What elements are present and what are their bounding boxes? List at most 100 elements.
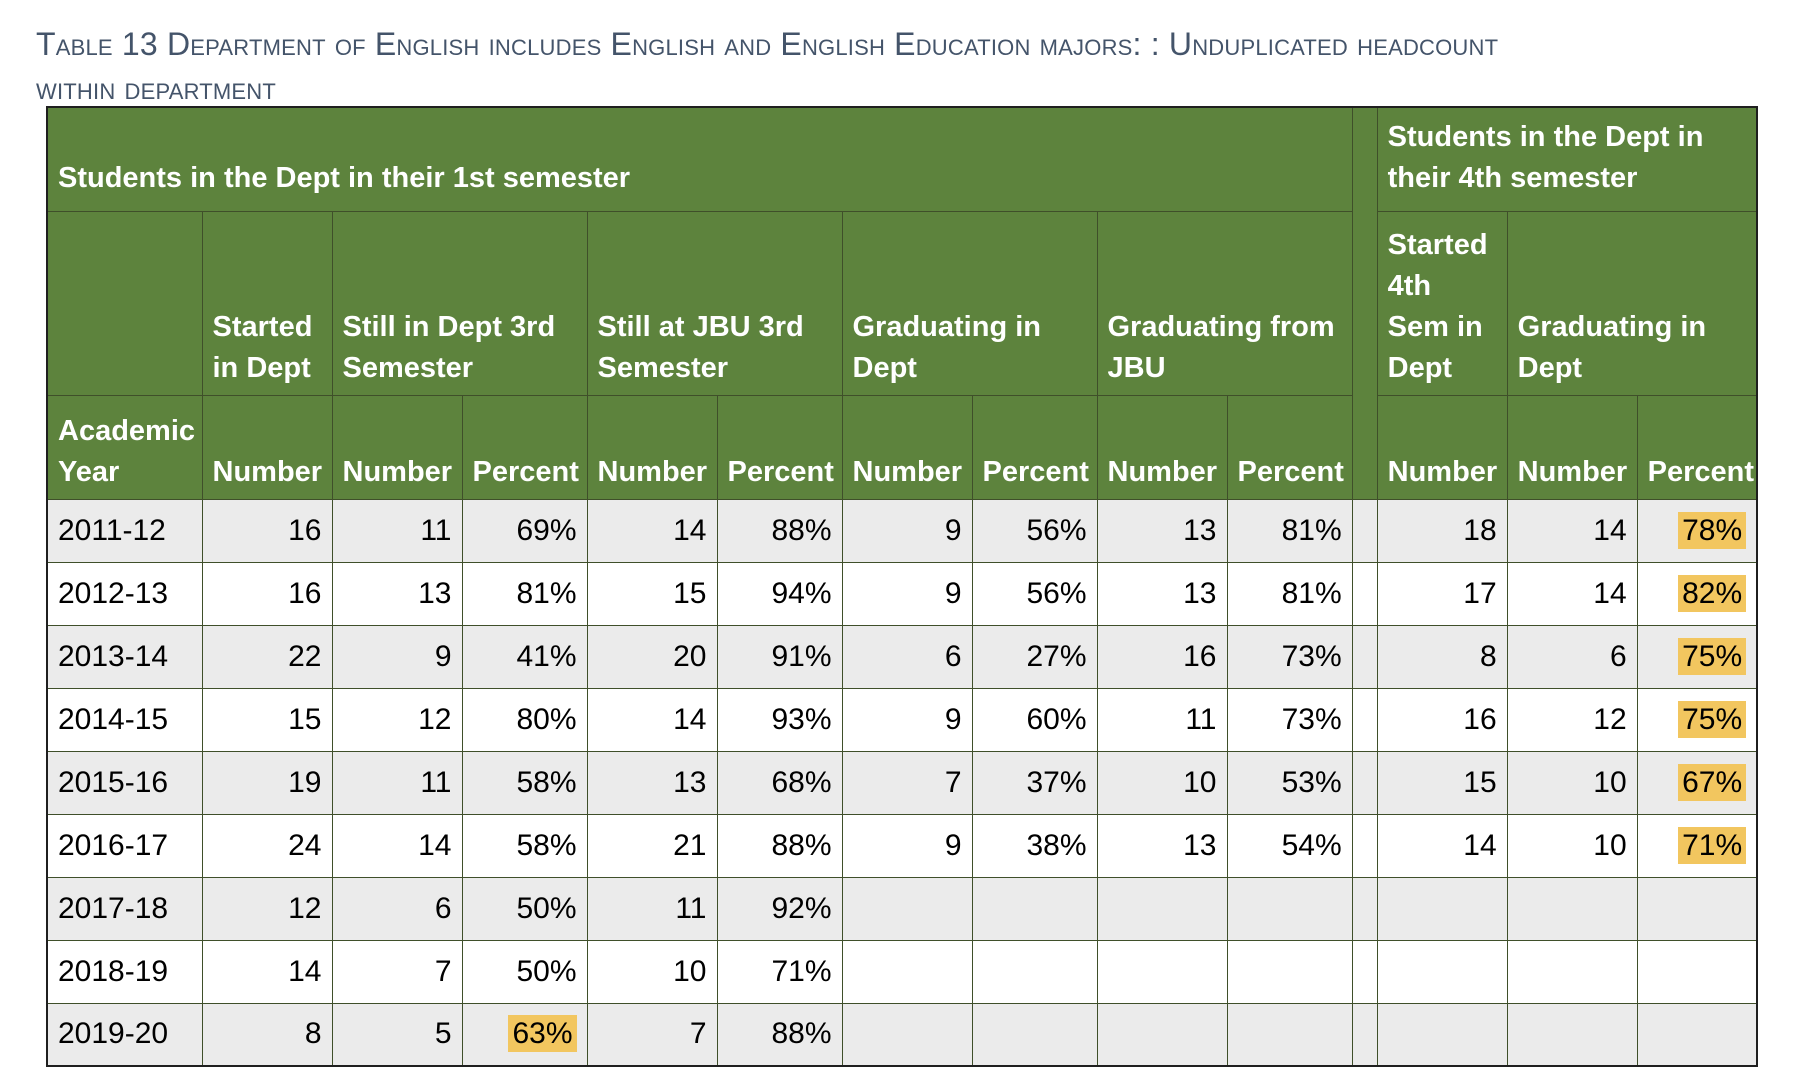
highlighted-value: 82% bbox=[1678, 574, 1747, 612]
cell-graduating-in-dept-percent: 56% bbox=[971, 561, 1098, 626]
cell-still-at-jbu-number: 11 bbox=[586, 876, 718, 941]
cell-graduating-in-dept-percent bbox=[971, 939, 1098, 1004]
highlighted-value: 63% bbox=[508, 1015, 577, 1053]
cell-still-in-dept-percent: 80% bbox=[461, 687, 588, 752]
cell-started-in-dept: 14 bbox=[201, 939, 333, 1004]
cell-graduating-in-dept-percent: 38% bbox=[971, 813, 1098, 878]
header-number: Number bbox=[331, 394, 463, 500]
cell-graduating-in-dept-percent: 56% bbox=[971, 498, 1098, 563]
column-gap bbox=[1351, 1002, 1378, 1067]
cell-4th-graduating-number: 14 bbox=[1506, 498, 1638, 563]
cell-started-4th-sem: 17 bbox=[1376, 561, 1508, 626]
cell-graduating-from-jbu-percent bbox=[1226, 876, 1353, 941]
table-row: 2017-18 12 6 50% 11 92% bbox=[46, 876, 1758, 941]
header-graduating-from-jbu: Graduating from JBU bbox=[1096, 210, 1353, 396]
cell-academic-year: 2017-18 bbox=[46, 876, 203, 941]
table-row: 2013-14 22 9 41% 20 91% 6 27% 16 73% 8 6 75% bbox=[46, 624, 1758, 689]
cell-started-4th-sem: 8 bbox=[1376, 624, 1508, 689]
column-gap bbox=[1351, 498, 1378, 563]
cell-still-at-jbu-number: 7 bbox=[586, 1002, 718, 1067]
highlighted-value: 71% bbox=[1678, 826, 1747, 864]
cell-still-in-dept-number: 6 bbox=[331, 876, 463, 941]
header-still-at-jbu-3rd: Still at JBU 3rd Semester bbox=[586, 210, 843, 396]
cell-academic-year: 2014-15 bbox=[46, 687, 203, 752]
cell-academic-year: 2012-13 bbox=[46, 561, 203, 626]
cell-academic-year: 2019-20 bbox=[46, 1002, 203, 1067]
cell-academic-year: 2013-14 bbox=[46, 624, 203, 689]
table-row: 2016-17 24 14 58% 21 88% 9 38% 13 54% 14 10 71% bbox=[46, 813, 1758, 878]
header-row-groups: Students in the Dept in their 1st semest… bbox=[46, 106, 1758, 500]
header-percent: Percent bbox=[1226, 394, 1353, 500]
cell-graduating-from-jbu-number: 13 bbox=[1096, 813, 1228, 878]
cell-4th-graduating-percent bbox=[1636, 939, 1758, 1004]
cell-graduating-in-dept-number: 7 bbox=[841, 750, 973, 815]
cell-still-at-jbu-percent: 71% bbox=[716, 939, 843, 1004]
header-started-4th-sem: Started 4th Sem in Dept bbox=[1376, 210, 1508, 396]
highlighted-value: 67% bbox=[1678, 763, 1747, 801]
cell-still-at-jbu-number: 21 bbox=[586, 813, 718, 878]
cell-still-at-jbu-percent: 91% bbox=[716, 624, 843, 689]
cell-graduating-in-dept-number bbox=[841, 876, 973, 941]
column-gap bbox=[1351, 876, 1378, 941]
cell-graduating-from-jbu-percent bbox=[1226, 1002, 1353, 1067]
cell-graduating-from-jbu-number bbox=[1096, 939, 1228, 1004]
table-row: 2019-20 8 5 63% 7 88% bbox=[46, 1002, 1758, 1067]
cell-4th-graduating-percent: 82% bbox=[1636, 561, 1758, 626]
cell-still-in-dept-number: 5 bbox=[331, 1002, 463, 1067]
highlighted-value: 75% bbox=[1678, 637, 1747, 675]
cell-started-in-dept: 19 bbox=[201, 750, 333, 815]
cell-4th-graduating-number: 10 bbox=[1506, 813, 1638, 878]
cell-4th-graduating-number bbox=[1506, 876, 1638, 941]
cell-still-in-dept-number: 7 bbox=[331, 939, 463, 1004]
cell-still-in-dept-number: 11 bbox=[331, 498, 463, 563]
cell-academic-year: 2016-17 bbox=[46, 813, 203, 878]
table-body: 2011-12 16 11 69% 14 88% 9 56% 13 81% 18 14 78% 2012-… bbox=[46, 498, 1758, 1067]
cell-started-in-dept: 16 bbox=[201, 498, 333, 563]
cell-started-4th-sem bbox=[1376, 876, 1508, 941]
table-row: 2014-15 15 12 80% 14 93% 9 60% 11 73% 16 12 75% bbox=[46, 687, 1758, 752]
table-caption: Table 13 Department of English includes … bbox=[36, 22, 1756, 110]
cell-graduating-in-dept-percent: 27% bbox=[971, 624, 1098, 689]
cell-still-in-dept-number: 12 bbox=[331, 687, 463, 752]
cell-still-at-jbu-number: 13 bbox=[586, 750, 718, 815]
column-gap bbox=[1351, 624, 1378, 689]
cell-graduating-from-jbu-percent bbox=[1226, 939, 1353, 1004]
cell-started-in-dept: 22 bbox=[201, 624, 333, 689]
cell-4th-graduating-number: 12 bbox=[1506, 687, 1638, 752]
cell-4th-graduating-percent: 67% bbox=[1636, 750, 1758, 815]
cell-still-in-dept-number: 14 bbox=[331, 813, 463, 878]
cell-academic-year: 2015-16 bbox=[46, 750, 203, 815]
cell-graduating-from-jbu-percent: 73% bbox=[1226, 687, 1353, 752]
cell-graduating-from-jbu-number: 13 bbox=[1096, 498, 1228, 563]
cell-still-at-jbu-percent: 92% bbox=[716, 876, 843, 941]
header-row-units: Academic Year Number Number Percent Numb… bbox=[46, 394, 1758, 500]
cell-still-at-jbu-percent: 94% bbox=[716, 561, 843, 626]
cell-still-in-dept-percent: 69% bbox=[461, 498, 588, 563]
caption-line-2: within department bbox=[36, 70, 277, 106]
table-row: 2011-12 16 11 69% 14 88% 9 56% 13 81% 18 14 78% bbox=[46, 498, 1758, 563]
header-graduating-in-dept-4th: Graduating in Dept bbox=[1506, 210, 1758, 396]
column-gap bbox=[1351, 939, 1378, 1004]
cell-still-at-jbu-percent: 88% bbox=[716, 498, 843, 563]
highlighted-value: 78% bbox=[1678, 511, 1747, 549]
cell-started-4th-sem: 15 bbox=[1376, 750, 1508, 815]
cell-graduating-in-dept-number: 9 bbox=[841, 813, 973, 878]
cell-started-4th-sem: 14 bbox=[1376, 813, 1508, 878]
header-graduating-in-dept: Graduating in Dept bbox=[841, 210, 1098, 396]
cell-still-at-jbu-percent: 88% bbox=[716, 813, 843, 878]
cell-started-4th-sem bbox=[1376, 1002, 1508, 1067]
header-started-in-dept: Started in Dept bbox=[201, 210, 333, 396]
cell-graduating-from-jbu-number bbox=[1096, 1002, 1228, 1067]
cell-started-in-dept: 24 bbox=[201, 813, 333, 878]
retention-table: Students in the Dept in their 1st semest… bbox=[46, 106, 1759, 1067]
cell-graduating-from-jbu-number: 11 bbox=[1096, 687, 1228, 752]
cell-4th-graduating-percent: 75% bbox=[1636, 624, 1758, 689]
cell-4th-graduating-number bbox=[1506, 1002, 1638, 1067]
cell-graduating-from-jbu-number: 10 bbox=[1096, 750, 1228, 815]
cell-still-in-dept-percent: 81% bbox=[461, 561, 588, 626]
cell-graduating-from-jbu-percent: 54% bbox=[1226, 813, 1353, 878]
header-percent: Percent bbox=[716, 394, 843, 500]
cell-4th-graduating-number: 6 bbox=[1506, 624, 1638, 689]
cell-graduating-in-dept-number: 6 bbox=[841, 624, 973, 689]
cell-graduating-in-dept-number: 9 bbox=[841, 687, 973, 752]
